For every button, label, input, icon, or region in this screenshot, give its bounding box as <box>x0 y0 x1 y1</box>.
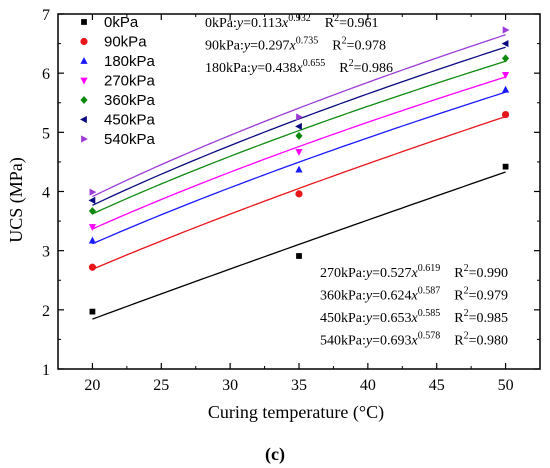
x-tick-label: 25 <box>153 377 169 394</box>
data-point-360kPa <box>501 54 510 63</box>
x-tick-label: 30 <box>222 377 238 394</box>
data-point-540kPa <box>89 188 97 196</box>
equation-top-1: 90kPa:y=0.297x0.735 R2=0.978 <box>205 36 386 54</box>
legend-label-450kPa: 450kPa <box>104 112 156 129</box>
legend-label-540kPa: 540kPa <box>104 131 156 148</box>
x-axis-label: Curing temperature (°C) <box>208 402 384 423</box>
data-point-540kPa <box>296 113 303 121</box>
equation-bottom-3: 540kPa:y=0.693x0.578 R2=0.980 <box>320 331 508 349</box>
panel-label: (c) <box>265 444 285 465</box>
legend-marker-450kPa <box>80 115 87 124</box>
data-point-90kPa <box>501 110 510 119</box>
x-tick-label: 20 <box>84 377 100 394</box>
data-point-180kPa <box>88 236 97 244</box>
equation-bottom-0: 270kPa:y=0.527x0.619 R2=0.990 <box>320 263 508 281</box>
equation-top-2: 180kPa:y=0.438x0.655 R2=0.986 <box>205 58 393 76</box>
legend-marker-90kPa <box>80 37 88 46</box>
legend-marker-540kPa <box>81 135 88 143</box>
x-tick-label: 40 <box>360 377 376 394</box>
y-tick-label: 1 <box>42 362 50 379</box>
data-point-270kPa <box>295 148 303 156</box>
data-point-180kPa <box>501 85 510 93</box>
fit-curve-90kPa <box>92 115 506 270</box>
data-point-0kPa <box>296 253 302 259</box>
y-tick-label: 4 <box>42 185 50 202</box>
x-tick-label: 50 <box>498 377 514 394</box>
y-tick-label: 5 <box>42 125 50 142</box>
y-tick-label: 2 <box>42 303 50 320</box>
data-point-360kPa <box>295 131 303 140</box>
data-point-0kPa <box>502 163 509 170</box>
legend-marker-180kPa <box>80 57 88 64</box>
legend-label-270kPa: 270kPa <box>104 73 156 90</box>
legend-label-180kPa: 180kPa <box>104 53 156 70</box>
data-point-270kPa <box>88 224 97 231</box>
data-point-180kPa <box>295 165 303 173</box>
x-tick-label: 45 <box>429 377 445 394</box>
equation-bottom-1: 360kPa:y=0.624x0.587 R2=0.979 <box>320 286 508 304</box>
data-point-90kPa <box>88 263 97 271</box>
data-point-270kPa <box>501 72 510 79</box>
fit-curve-270kPa <box>92 76 506 230</box>
fit-curve-540kPa <box>92 34 506 198</box>
legend-label-0kPa: 0kPa <box>104 14 139 31</box>
x-tick-label: 35 <box>291 377 307 394</box>
fit-curve-0kPa <box>92 171 506 320</box>
fit-curve-360kPa <box>92 60 506 215</box>
data-point-0kPa <box>89 308 96 315</box>
legend-label-360kPa: 360kPa <box>104 92 156 109</box>
data-point-450kPa <box>501 39 509 48</box>
data-point-360kPa <box>88 207 97 215</box>
data-point-540kPa <box>502 26 510 34</box>
legend-marker-270kPa <box>80 77 88 85</box>
y-axis-label: UCS (MPa) <box>6 157 27 243</box>
y-tick-label: 7 <box>42 7 50 24</box>
legend-marker-0kPa <box>81 19 87 25</box>
data-point-450kPa <box>88 196 96 204</box>
equation-top-0: 0kPa:y=0.113x0.932 R2=0.961 <box>205 13 378 31</box>
equation-bottom-2: 450kPa:y=0.653x0.585 R2=0.985 <box>320 308 508 326</box>
data-point-450kPa <box>295 122 302 131</box>
legend-marker-360kPa <box>80 96 88 104</box>
legend-label-90kPa: 90kPa <box>104 34 147 51</box>
y-tick-label: 6 <box>42 66 50 83</box>
y-tick-label: 3 <box>42 244 50 261</box>
fit-curve-180kPa <box>92 91 506 245</box>
data-point-90kPa <box>295 190 303 198</box>
